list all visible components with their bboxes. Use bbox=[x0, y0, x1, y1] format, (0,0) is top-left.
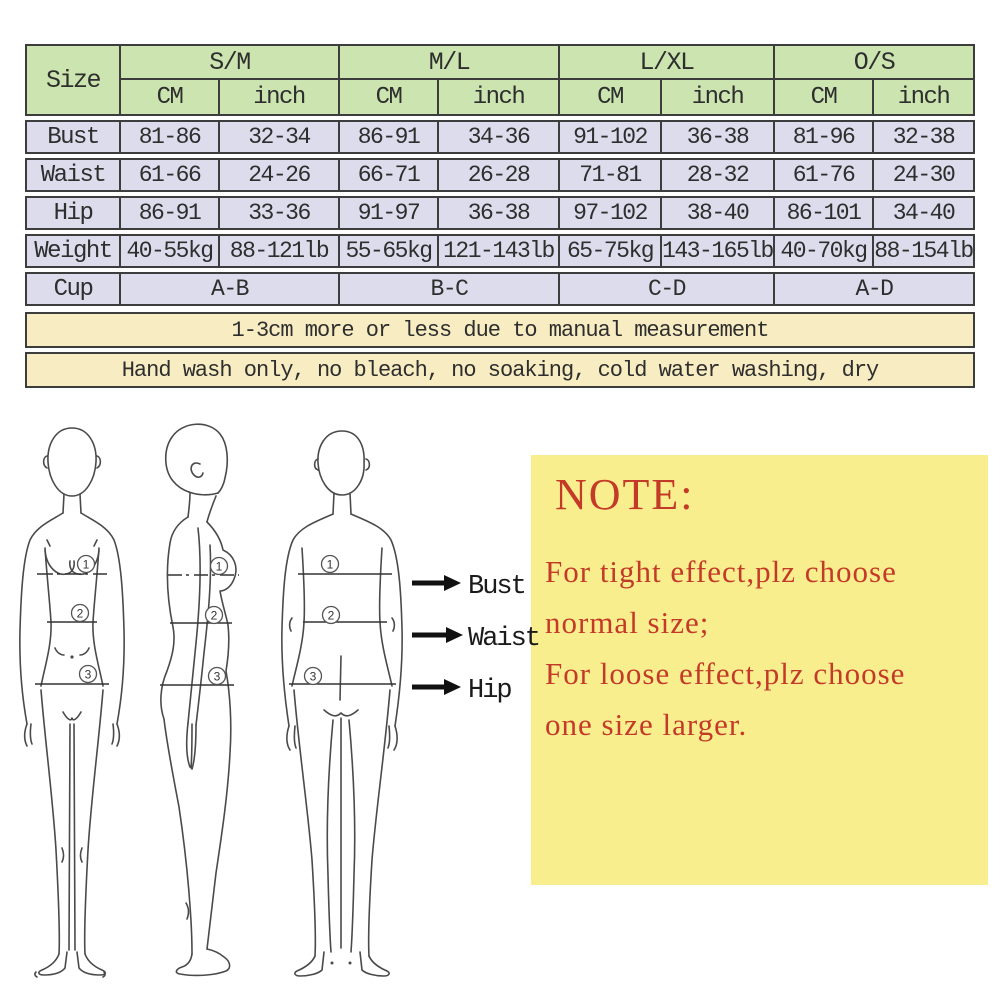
row-label: Cup bbox=[27, 274, 121, 304]
cell: 24-26 bbox=[220, 160, 340, 190]
table-row-bust: Bust 81-86 32-34 86-91 34-36 91-102 36-3… bbox=[25, 120, 975, 154]
footnote-text: Hand wash only, no bleach, no soaking, c… bbox=[121, 357, 880, 383]
row-label: Hip bbox=[27, 198, 121, 228]
size-header-os: O/S bbox=[775, 46, 973, 80]
arrow-right-icon bbox=[412, 679, 461, 695]
cell: 81-86 bbox=[121, 122, 220, 152]
cell: 28-32 bbox=[662, 160, 775, 190]
cell: 88-121lb bbox=[220, 236, 340, 266]
row-label: Bust bbox=[27, 122, 121, 152]
care-footnote: Hand wash only, no bleach, no soaking, c… bbox=[25, 352, 975, 388]
cell: 91-97 bbox=[340, 198, 439, 228]
cell: 86-101 bbox=[775, 198, 874, 228]
svg-text:1: 1 bbox=[327, 558, 334, 572]
svg-text:3: 3 bbox=[214, 670, 221, 684]
cell: 55-65kg bbox=[340, 236, 439, 266]
cell: 38-40 bbox=[662, 198, 775, 228]
measure-arrows: Bust Waist Hip bbox=[412, 572, 541, 706]
cell: B-C bbox=[340, 274, 560, 304]
cell: 121-143lb bbox=[439, 236, 560, 266]
cell: 143-165lb bbox=[662, 236, 775, 266]
note-line: For tight effect,plz choose bbox=[545, 554, 897, 589]
unit-header-inch: inch bbox=[220, 80, 340, 114]
svg-text:3: 3 bbox=[85, 668, 92, 682]
cell: 71-81 bbox=[560, 160, 662, 190]
cell: 66-71 bbox=[340, 160, 439, 190]
size-chart-table: Size S/M M/L L/XL O/S CM inch CM inch CM… bbox=[25, 44, 975, 392]
cell: A-D bbox=[855, 276, 894, 302]
cell: 34-36 bbox=[439, 122, 560, 152]
unit-header-inch: inch bbox=[439, 80, 560, 114]
size-header-lxl: L/XL bbox=[560, 46, 775, 80]
cell: 32-38 bbox=[892, 124, 956, 150]
table-row-cup: Cup A-B B-C C-D A-D bbox=[25, 272, 975, 306]
unit-header-cm: CM bbox=[121, 80, 220, 114]
footnote-text: 1-3cm more or less due to manual measure… bbox=[231, 317, 770, 343]
cell: 33-36 bbox=[220, 198, 340, 228]
size-chart-header: Size S/M M/L L/XL O/S CM inch CM inch CM… bbox=[25, 44, 975, 116]
cell: 91-102 bbox=[560, 122, 662, 152]
cell: 36-38 bbox=[439, 198, 560, 228]
svg-text:1: 1 bbox=[83, 558, 90, 572]
cell: 86-91 bbox=[340, 122, 439, 152]
unit-header-cm: CM bbox=[340, 80, 439, 114]
unit-header-inch: inch bbox=[897, 83, 951, 111]
circled-number-marker: 1 2 3 1 2 3 1 2 3 bbox=[70, 554, 341, 686]
cell: 40-70kg bbox=[775, 236, 874, 266]
cell: 40-55kg bbox=[121, 236, 220, 266]
side-figure bbox=[160, 423, 239, 977]
table-row-hip: Hip 86-91 33-36 91-97 36-38 97-102 38-40… bbox=[25, 196, 975, 230]
cell: 97-102 bbox=[560, 198, 662, 228]
unit-header-cm: CM bbox=[775, 80, 874, 114]
arrow-right-icon bbox=[412, 627, 463, 643]
svg-text:3: 3 bbox=[310, 670, 317, 684]
cell: A-B bbox=[121, 274, 340, 304]
note-line: normal size; bbox=[545, 605, 710, 640]
bust-arrow-label: Bust bbox=[468, 572, 525, 602]
svg-text:2: 2 bbox=[328, 609, 335, 623]
waist-arrow-label: Waist bbox=[468, 624, 539, 654]
cell: 36-38 bbox=[662, 122, 775, 152]
cell: 81-96 bbox=[775, 122, 874, 152]
unit-header-cm: CM bbox=[560, 80, 662, 114]
hip-arrow-label: Hip bbox=[468, 676, 511, 706]
note-line: For loose effect,plz choose bbox=[545, 656, 906, 691]
svg-text:2: 2 bbox=[211, 609, 218, 623]
arrow-right-icon bbox=[412, 575, 461, 591]
unit-header-inch: inch bbox=[662, 80, 775, 114]
cell: 26-28 bbox=[439, 160, 560, 190]
cell: 32-34 bbox=[220, 122, 340, 152]
note-box: NOTE: For tight effect,plz choose normal… bbox=[531, 455, 988, 885]
note-line: one size larger. bbox=[545, 707, 748, 742]
corner-header-size: Size bbox=[27, 46, 121, 114]
cell: 24-30 bbox=[892, 162, 956, 188]
cell: 65-75kg bbox=[560, 236, 662, 266]
cell: 61-66 bbox=[121, 160, 220, 190]
table-row-weight: Weight 40-55kg 88-121lb 55-65kg 121-143l… bbox=[25, 234, 975, 268]
cell: 86-91 bbox=[121, 198, 220, 228]
size-header-sm: S/M bbox=[121, 46, 340, 80]
back-figure bbox=[281, 430, 403, 977]
measurement-footnote: 1-3cm more or less due to manual measure… bbox=[25, 312, 975, 348]
row-label: Weight bbox=[27, 236, 121, 266]
cell: 88-154lb bbox=[874, 238, 974, 264]
cell: C-D bbox=[560, 274, 775, 304]
svg-text:1: 1 bbox=[216, 560, 223, 574]
cell: 61-76 bbox=[775, 160, 874, 190]
row-label: Waist bbox=[27, 160, 121, 190]
table-row-waist: Waist 61-66 24-26 66-71 26-28 71-81 28-3… bbox=[25, 158, 975, 192]
cell: 34-40 bbox=[892, 200, 956, 226]
front-figure bbox=[19, 427, 125, 978]
svg-text:2: 2 bbox=[77, 607, 84, 621]
note-title: NOTE: bbox=[555, 470, 695, 519]
size-header-ml: M/L bbox=[340, 46, 560, 80]
note-body: For tight effect,plz choose normal size;… bbox=[545, 546, 988, 750]
